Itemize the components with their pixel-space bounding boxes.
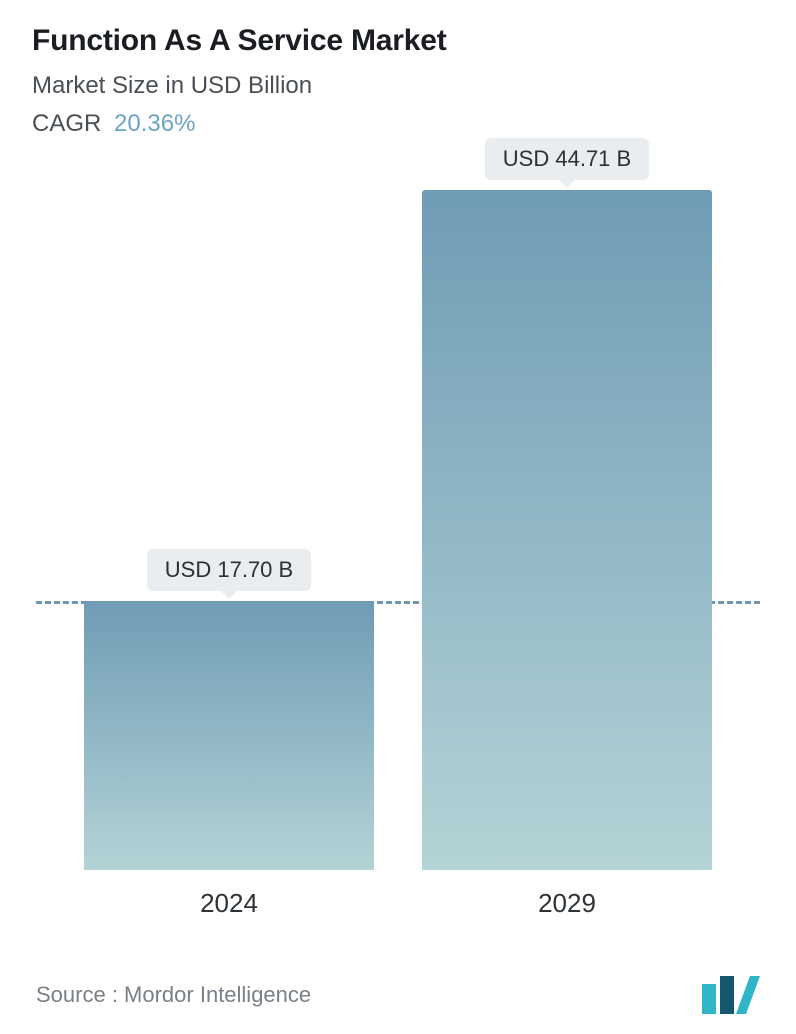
- footer: Source : Mordor Intelligence: [36, 976, 760, 1014]
- value-badge: USD 17.70 B: [147, 549, 311, 591]
- bars-row: USD 17.70 BUSD 44.71 B: [36, 170, 760, 870]
- x-axis: 2024 2029: [36, 888, 760, 919]
- chart-subtitle: Market Size in USD Billion: [32, 72, 764, 100]
- cagr-value: 20.36%: [114, 110, 195, 137]
- brand-logo-icon: [700, 976, 760, 1014]
- source-text: Source : Mordor Intelligence: [36, 982, 311, 1008]
- bar: [422, 190, 712, 870]
- chart-container: Function As A Service Market Market Size…: [0, 0, 796, 1034]
- chart-title: Function As A Service Market: [32, 24, 764, 58]
- chart-area: USD 17.70 BUSD 44.71 B 20242029: [36, 170, 760, 910]
- cagr-row: CAGR 20.36%: [32, 110, 764, 138]
- bar-slot: USD 17.70 B: [84, 549, 374, 870]
- x-axis-label: 2024: [84, 888, 374, 919]
- x-axis-label: 2029: [422, 888, 712, 919]
- bar-slot: USD 44.71 B: [422, 138, 712, 870]
- value-badge: USD 44.71 B: [485, 138, 649, 180]
- bar: [84, 601, 374, 870]
- cagr-label: CAGR: [32, 110, 101, 137]
